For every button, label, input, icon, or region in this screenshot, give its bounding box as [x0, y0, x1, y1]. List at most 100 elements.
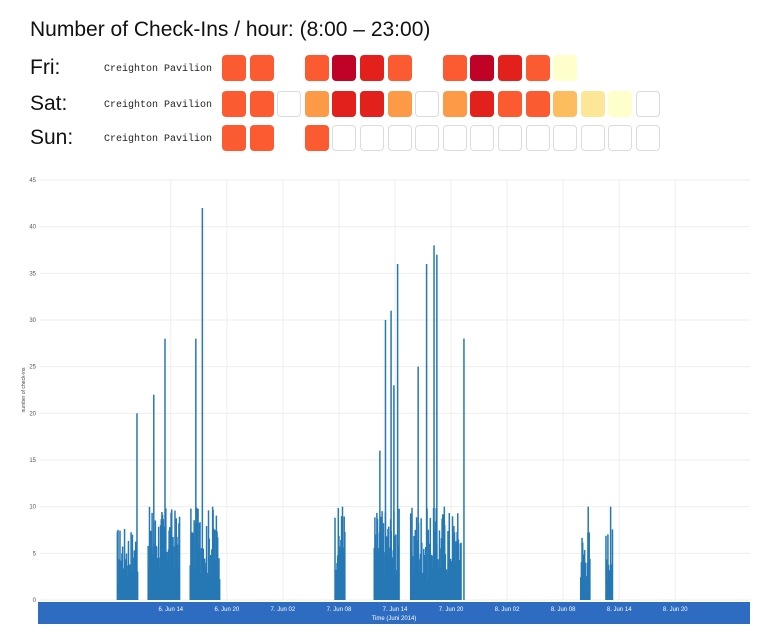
- heatmap-cell: [553, 55, 578, 81]
- heatmap-cell: [636, 125, 660, 151]
- chart-bar-peak: [211, 506, 214, 600]
- x-tick-label: 7. Jun 20: [439, 607, 464, 613]
- chart-bar-peak: [390, 310, 392, 600]
- chart-bar: [455, 541, 457, 600]
- chart-bar: [429, 517, 432, 600]
- heatmap-cell: [304, 55, 329, 81]
- y-tick-label: 15: [29, 458, 36, 464]
- chart-bar: [196, 507, 198, 600]
- heatmap-cell: [249, 55, 274, 81]
- heatmap-cell: [580, 125, 605, 151]
- heatmap-cell: [442, 125, 467, 151]
- heatmap-cell: [608, 125, 633, 151]
- chart-bar: [398, 508, 400, 600]
- heatmap-cell: [470, 55, 495, 81]
- heatmap-cell: [498, 125, 522, 151]
- chart-bar: [205, 526, 208, 600]
- heatmap-cell: [608, 91, 633, 117]
- chart-bar-peak: [609, 506, 612, 600]
- chart-bar: [208, 538, 210, 600]
- chart-bar-peak: [195, 338, 197, 600]
- heatmap-cell: [470, 91, 495, 117]
- x-axis-label: Time (Juni 2014): [372, 616, 417, 622]
- chart-bar: [199, 522, 201, 600]
- chart-bars: [116, 208, 614, 601]
- y-tick-label: 0: [33, 598, 37, 604]
- heatmap-cell: [304, 125, 329, 151]
- chart-bar: [334, 517, 336, 600]
- chart-bar-peak: [443, 506, 446, 600]
- chart-bar: [190, 508, 192, 600]
- heatmap-cell: [222, 91, 246, 117]
- chart-bar-peak: [136, 413, 138, 600]
- heatmap-cell: [580, 91, 605, 117]
- chart-bar-peak: [425, 264, 428, 600]
- x-tick-label: 8. Jun 08: [551, 607, 576, 613]
- heatmap-cell: [525, 91, 550, 117]
- x-axis-band: [38, 602, 750, 624]
- heatmap-cell: [553, 125, 578, 151]
- chart-bar-peak: [417, 366, 419, 600]
- chart-bar: [444, 554, 447, 600]
- heatmap-venue-label: Creighton Pavilion: [104, 134, 213, 145]
- checkins-bar-chart: 0 5 10 15 20 25 30 35 40 45 6. Jun 14 6. Jun 20 7. …: [21, 178, 750, 624]
- heatmap-cell: [360, 55, 384, 81]
- heatmap-cell: [553, 91, 578, 117]
- heatmap-cell: [415, 125, 440, 151]
- chart-bar-peak: [164, 338, 166, 600]
- heatmap-cell: [360, 91, 384, 117]
- chart-bar-peak: [384, 320, 387, 600]
- chart-bar: [448, 513, 451, 600]
- chart-bar-peak: [201, 208, 204, 600]
- heatmap-cell: [304, 91, 329, 117]
- x-tick-label: 6. Jun 20: [214, 607, 239, 613]
- chart-bar: [421, 542, 423, 600]
- y-tick-label: 25: [29, 365, 36, 371]
- x-tick-label: 7. Jun 14: [383, 607, 408, 613]
- y-tick-label: 20: [29, 411, 36, 417]
- chart-bar-peak: [433, 245, 435, 600]
- y-tick-label: 45: [29, 178, 36, 184]
- x-tick-label: 6. Jun 14: [158, 607, 183, 613]
- x-tick-label: 7. Jun 08: [327, 607, 352, 613]
- chart-bar-peak: [587, 506, 589, 600]
- heatmap-cell: [222, 125, 246, 151]
- y-tick-label: 10: [29, 505, 36, 511]
- chart-bar: [157, 526, 160, 600]
- heatmap-cell: [332, 55, 357, 81]
- y-tick-label: 40: [29, 225, 36, 231]
- chart-bar: [611, 529, 614, 600]
- chart-bar-peak: [463, 338, 465, 600]
- heatmap-venue-label: Creighton Pavilion: [104, 64, 213, 75]
- chart-bar: [411, 507, 413, 600]
- x-tick-label: 8. Jun 14: [607, 607, 632, 613]
- heatmap-cell: [442, 55, 467, 81]
- heatmap-cell: [525, 125, 550, 151]
- x-axis-ticks: 6. Jun 14 6. Jun 20 7. Jun 02 7. Jun 08 7. J…: [158, 607, 688, 613]
- chart-bar: [193, 520, 195, 600]
- heatmap-cell: [415, 91, 440, 117]
- chart-bar: [589, 558, 591, 600]
- heatmap-cell: [387, 91, 412, 117]
- heatmap-cell: [636, 91, 660, 117]
- chart-bar: [344, 532, 346, 600]
- heatmap-day-label: Sun:: [30, 126, 74, 149]
- chart-bar-peak: [396, 264, 399, 600]
- chart-bar: [218, 579, 221, 600]
- heatmap-title: Number of Check-Ins / hour: (8:00 – 23:0…: [30, 18, 431, 41]
- chart-bar-peak: [153, 394, 155, 600]
- y-tick-label: 5: [33, 551, 37, 557]
- chart-bar-peak: [436, 254, 438, 601]
- heatmap-cell: [277, 91, 302, 117]
- heatmap-cell: [249, 125, 274, 151]
- heatmap-cell: [387, 125, 412, 151]
- heatmap-cell: [387, 55, 412, 81]
- heatmap-cell: [525, 55, 550, 81]
- x-tick-label: 8. Jun 20: [663, 607, 688, 613]
- heatmap-cell: [360, 125, 384, 151]
- chart-bar: [460, 542, 462, 600]
- chart-bar: [395, 534, 397, 600]
- chart-bar: [117, 529, 119, 600]
- heatmap-day-label: Fri:: [30, 56, 61, 79]
- chart-bar: [119, 530, 121, 600]
